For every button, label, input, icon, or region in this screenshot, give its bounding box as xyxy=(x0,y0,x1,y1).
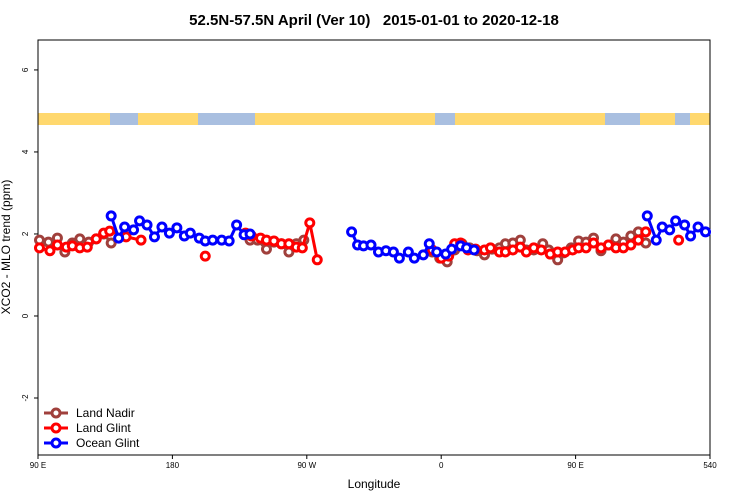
data-point xyxy=(260,243,272,255)
chart-title: 52.5N-57.5N April (Ver 10) 2015-01-01 to… xyxy=(189,12,559,29)
data-point xyxy=(184,227,196,239)
data-point xyxy=(311,254,323,266)
data-point xyxy=(105,210,117,222)
y-tick-label: -2 xyxy=(21,394,30,402)
data-point xyxy=(679,219,691,231)
data-point xyxy=(588,237,600,249)
data-point xyxy=(199,250,211,262)
x-tick-label: 90 E xyxy=(30,461,46,470)
data-point xyxy=(692,221,704,233)
data-point xyxy=(141,219,153,231)
legend-marker xyxy=(50,437,62,449)
data-point xyxy=(33,242,45,254)
data-point xyxy=(408,252,420,264)
data-point xyxy=(231,219,243,231)
series xyxy=(105,210,712,264)
data-point xyxy=(148,231,160,243)
data-point xyxy=(423,238,435,250)
data-point xyxy=(81,241,93,253)
x-tick-label: 90 W xyxy=(297,461,316,470)
data-point xyxy=(44,245,56,257)
data-point xyxy=(74,233,86,245)
data-point xyxy=(207,234,219,246)
legend-marker xyxy=(50,407,62,419)
data-point xyxy=(664,224,676,236)
legend-label: Land Nadir xyxy=(76,406,135,420)
data-point xyxy=(700,226,712,238)
y-tick-label: 6 xyxy=(21,67,30,72)
data-point xyxy=(640,226,652,238)
data-point xyxy=(346,226,358,238)
y-tick-label: 2 xyxy=(21,231,30,236)
x-axis-label: Longitude xyxy=(348,477,401,491)
data-point xyxy=(171,222,183,234)
data-point xyxy=(393,252,405,264)
y-axis-label: XCO2 - MLO trend (ppm) xyxy=(0,180,13,315)
data-point xyxy=(625,239,637,251)
data-point xyxy=(580,242,592,254)
data-point xyxy=(365,239,377,251)
legend-marker xyxy=(50,422,62,434)
data-point xyxy=(670,215,682,227)
data-point xyxy=(90,233,102,245)
data-point xyxy=(650,234,662,246)
y-tick-label: 4 xyxy=(21,149,30,154)
data-point xyxy=(119,221,131,233)
data-point xyxy=(484,242,496,254)
data-point xyxy=(104,225,116,237)
y-tick-label: 0 xyxy=(21,313,30,318)
legend-label: Ocean Glint xyxy=(76,436,140,450)
x-tick-label: 540 xyxy=(703,461,717,470)
data-point xyxy=(673,234,685,246)
data-point xyxy=(113,232,125,244)
data-point xyxy=(223,235,235,247)
data-point xyxy=(685,230,697,242)
data-point xyxy=(51,239,63,251)
data-point xyxy=(156,221,168,233)
data-point xyxy=(632,234,644,246)
x-tick-label: 0 xyxy=(439,461,444,470)
data-point xyxy=(402,246,414,258)
data-point xyxy=(128,224,140,236)
data-point xyxy=(304,217,316,229)
data-point xyxy=(431,246,443,258)
data-point xyxy=(296,242,308,254)
map-strip xyxy=(38,113,710,125)
data-point xyxy=(244,228,256,240)
data-point xyxy=(446,243,458,255)
data-point xyxy=(535,244,547,256)
legend-label: Land Glint xyxy=(76,421,131,435)
data-point xyxy=(468,244,480,256)
x-tick-label: 90 E xyxy=(567,461,583,470)
data-point xyxy=(417,249,429,261)
data-point xyxy=(135,234,147,246)
data-point xyxy=(42,236,54,248)
data-point xyxy=(163,227,175,239)
data-point xyxy=(105,237,117,249)
data-point xyxy=(387,246,399,258)
data-point xyxy=(641,210,653,222)
x-tick-label: 180 xyxy=(166,461,180,470)
